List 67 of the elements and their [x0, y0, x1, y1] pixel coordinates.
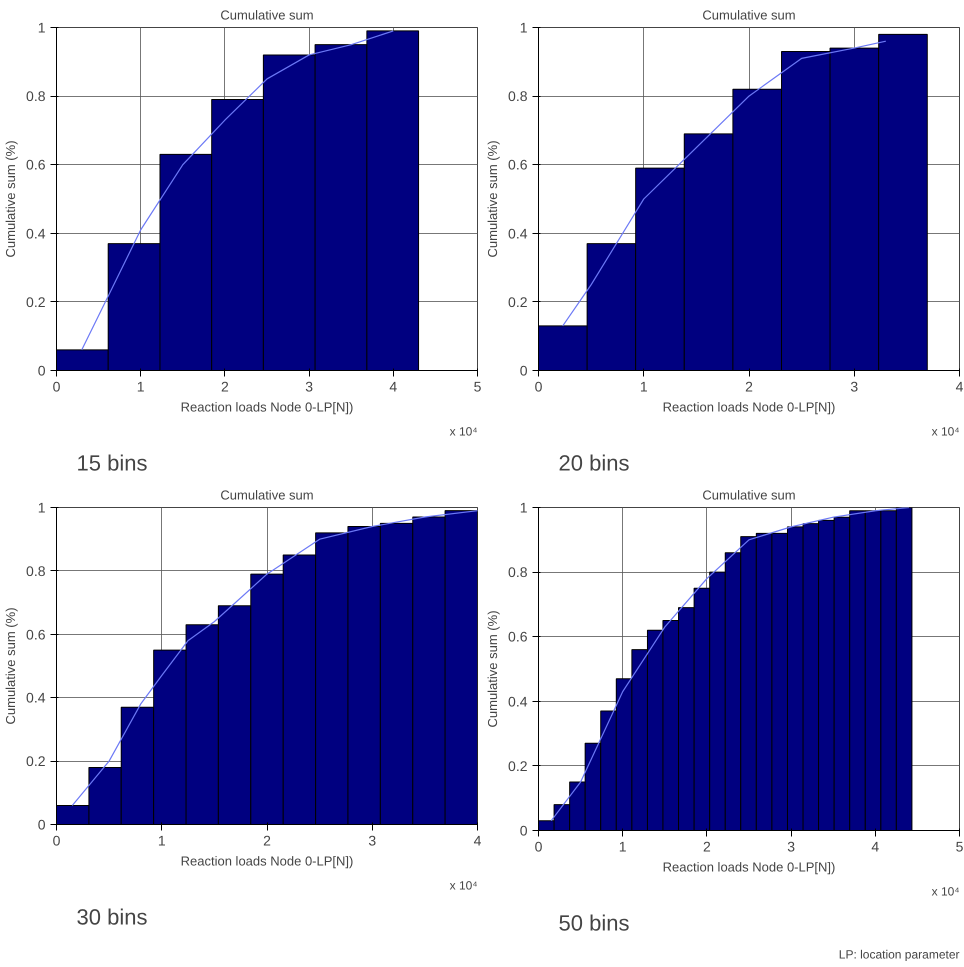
y-tick-label: 0.8: [508, 88, 528, 104]
y-tick-label: 0: [38, 816, 46, 832]
x-tick-label: 5: [956, 838, 964, 854]
x-tick-label: 1: [618, 838, 627, 854]
x-axis-title: Reaction loads Node 0-LP[N]): [180, 854, 354, 868]
chart-title: Cumulative sum: [220, 488, 314, 502]
x-axis-title: Reaction loads Node 0-LP[N]): [662, 400, 836, 414]
x-axis-title: Reaction loads Node 0-LP[N]): [180, 400, 354, 414]
y-tick-label: 0.6: [26, 626, 46, 642]
y-tick-label: 1: [38, 20, 46, 36]
text: LP: location parameter: [838, 948, 960, 962]
x-tick-label: 1: [640, 378, 648, 394]
x-tick-label: 2: [221, 378, 230, 394]
y-tick-label: 0.2: [26, 294, 46, 310]
x-tick-label: 1: [158, 832, 166, 848]
x-tick-label: 0: [534, 378, 543, 394]
text: 50 bins: [558, 910, 630, 936]
x-tick-label: 4: [871, 838, 880, 854]
y-tick-label: 0.8: [508, 564, 528, 580]
text: x 10⁴: [932, 884, 960, 898]
y-axis-title: Cumulative sum (%): [3, 140, 18, 258]
y-axis-title: Cumulative sum (%): [485, 140, 500, 258]
chart-title: Cumulative sum: [702, 488, 796, 502]
x-tick-label: 4: [474, 832, 482, 848]
text: x 10⁴: [450, 878, 478, 892]
text: x 10⁴: [450, 424, 478, 438]
y-tick-label: 0.8: [26, 562, 46, 579]
x-tick-label: 2: [745, 378, 754, 394]
x-tick-label: 0: [52, 832, 61, 848]
y-axis-title: Cumulative sum (%): [485, 610, 500, 728]
x-tick-label: 4: [956, 378, 964, 394]
text: 20 bins: [558, 450, 630, 476]
x-tick-label: 2: [263, 832, 272, 848]
y-tick-label: 0: [520, 822, 528, 838]
y-tick-label: 1: [520, 500, 528, 516]
y-tick-label: 0.4: [26, 690, 46, 706]
y-tick-label: 0.2: [508, 294, 528, 310]
x-tick-label: 0: [534, 838, 543, 854]
text: 30 bins: [76, 904, 148, 930]
y-tick-label: 0.6: [508, 628, 528, 645]
x-tick-label: 3: [368, 832, 376, 848]
y-tick-label: 0.8: [26, 88, 46, 104]
x-tick-label: 0: [52, 378, 61, 394]
x-tick-label: 3: [305, 378, 314, 394]
y-tick-label: 0.6: [26, 156, 46, 173]
x-tick-label: 5: [474, 378, 482, 394]
x-tick-label: 3: [787, 838, 796, 854]
y-axis-title: Cumulative sum (%): [3, 607, 18, 725]
y-tick-label: 0.4: [26, 225, 46, 242]
chart-title: Cumulative sum: [702, 8, 796, 22]
y-tick-label: 1: [38, 500, 46, 516]
x-tick-label: 4: [389, 378, 398, 394]
text: 15 bins: [76, 450, 148, 476]
y-tick-label: 0.6: [508, 156, 528, 173]
y-tick-label: 0.4: [508, 693, 528, 710]
x-tick-label: 3: [850, 378, 858, 394]
y-tick-label: 0: [520, 362, 528, 378]
y-tick-label: 0.4: [508, 225, 528, 242]
y-tick-label: 0.2: [508, 758, 528, 774]
x-tick-label: 2: [703, 838, 712, 854]
x-axis-title: Reaction loads Node 0-LP[N]): [662, 860, 836, 874]
x-tick-label: 1: [136, 378, 145, 394]
text: x 10⁴: [932, 424, 960, 438]
y-tick-label: 0: [38, 362, 46, 378]
y-tick-label: 0.2: [26, 753, 46, 770]
y-tick-label: 1: [520, 20, 528, 36]
chart-title: Cumulative sum: [220, 8, 314, 22]
